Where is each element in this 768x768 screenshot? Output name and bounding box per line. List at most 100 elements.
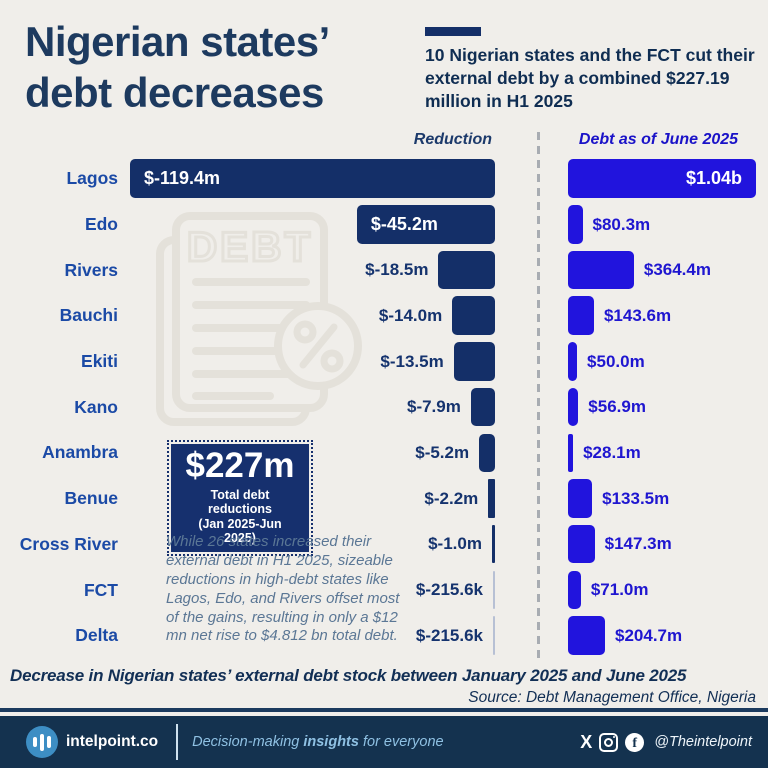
- reduction-plot: $-215.6k: [118, 567, 495, 613]
- logo-bar-2: [39, 733, 45, 751]
- chart-row: Kano $-7.9m $56.9m: [0, 384, 768, 430]
- debt-value: $147.3m: [604, 534, 672, 554]
- debt-value: $56.9m: [588, 397, 646, 417]
- chart-row: Edo $-45.2m $80.3m: [0, 202, 768, 248]
- state-label: Delta: [75, 625, 118, 646]
- debt-plot: $80.3m: [568, 202, 758, 248]
- total-reduction-callout: $227m Total debt reductions (Jan 2025-Ju…: [167, 440, 313, 557]
- reduction-value: $-1.0m: [428, 534, 482, 554]
- state-label: FCT: [83, 579, 118, 600]
- chart-row: Anambra $-5.2m $28.1m: [0, 430, 768, 476]
- debt-document-watermark-icon: DEBT: [156, 212, 362, 426]
- debt-plot: $133.5m: [568, 476, 758, 522]
- reduction-plot: $-7.9m: [118, 384, 495, 430]
- debt-column-header: Debt as of June 2025: [578, 131, 739, 148]
- debt-value: $204.7m: [615, 625, 683, 645]
- state-label: Anambra: [42, 442, 118, 463]
- reduction-plot: $-5.2m: [118, 430, 495, 476]
- source-credit: Source: Debt Management Office, Nigeria: [468, 689, 756, 706]
- reduction-bar: [493, 616, 495, 655]
- debt-bar: [568, 159, 756, 198]
- state-label: Bauchi: [59, 305, 118, 326]
- chart-row: Rivers $-18.5m $364.4m: [0, 247, 768, 293]
- chart-row: Lagos $-119.4m $1.04b: [0, 156, 768, 202]
- callout-line2: (Jan 2025-Jun 2025): [198, 516, 282, 545]
- reduction-plot: $-2.2m: [118, 476, 495, 522]
- reduction-value: $-18.5m: [365, 260, 429, 280]
- reduction-bar: [356, 205, 495, 244]
- reduction-plot: $-18.5m: [118, 247, 495, 293]
- reduction-value: $-14.0m: [378, 305, 443, 325]
- page-title: Nigerian states’ debt decreases: [25, 16, 330, 118]
- intelpoint-logo-icon: [26, 726, 58, 758]
- chart-row: FCT $-215.6k $71.0m: [0, 567, 768, 613]
- reduction-plot: $-13.5m: [118, 339, 495, 385]
- chart-row: Delta $-215.6k $204.7m: [0, 613, 768, 659]
- chart-rows: Lagos $-119.4m $1.04b Edo $-45.2m $80.3m River…: [0, 156, 768, 659]
- debt-plot: $56.9m: [568, 384, 758, 430]
- instagram-icon[interactable]: [599, 732, 619, 752]
- chart-row: Benue $-2.2m $133.5m: [0, 476, 768, 522]
- state-label: Ekiti: [81, 351, 118, 372]
- reduction-plot: $-45.2m: [118, 202, 495, 248]
- title-line-2: debt decreases: [25, 69, 324, 117]
- debt-plot: $1.04b: [568, 156, 758, 202]
- debt-bar: [568, 524, 595, 564]
- tagline-pre: Decision-making: [192, 734, 304, 750]
- debt-plot: $28.1m: [568, 430, 758, 476]
- logo-bar-1: [32, 737, 38, 747]
- reduction-bar: [479, 433, 495, 473]
- social-links: X f @Theintelpoint: [580, 732, 752, 752]
- debt-bar: [568, 433, 574, 473]
- state-label: Edo: [84, 214, 118, 235]
- reduction-bar: [130, 159, 495, 198]
- debt-plot: $143.6m: [568, 293, 758, 339]
- state-label: Kano: [74, 396, 118, 417]
- facebook-icon[interactable]: f: [625, 732, 645, 752]
- debt-bar: [568, 250, 634, 290]
- footer-bar: intelpoint.co Decision-making insights f…: [0, 716, 768, 768]
- reduction-value: $-13.5m: [380, 351, 444, 371]
- state-label: Rivers: [64, 259, 118, 280]
- debt-value: $143.6m: [603, 305, 672, 325]
- debt-value: $364.4m: [643, 260, 711, 280]
- chart-row: Bauchi $-14.0m $143.6m: [0, 293, 768, 339]
- chart-caption: Decrease in Nigerian states’ external de…: [10, 666, 687, 685]
- reduction-plot: $-14.0m: [118, 293, 495, 339]
- debt-plot: $204.7m: [568, 613, 758, 659]
- debt-plot: $50.0m: [568, 339, 758, 385]
- tagline-post: for everyone: [358, 734, 444, 750]
- debt-plot: $364.4m: [568, 247, 758, 293]
- chart-row: Cross River $-1.0m $147.3m: [0, 522, 768, 568]
- debt-value: $80.3m: [592, 214, 651, 234]
- logo-bar-3: [46, 736, 52, 748]
- debt-value: $28.1m: [583, 442, 641, 462]
- reduction-value: $-45.2m: [370, 214, 438, 235]
- reduction-bar: [453, 342, 495, 381]
- debt-value: $133.5m: [602, 488, 670, 508]
- reduction-column-header: Reduction: [413, 131, 492, 148]
- callout-value: $227m: [185, 446, 295, 485]
- reduction-bar: [452, 296, 495, 335]
- watermark-debt-text: DEBT: [187, 223, 313, 270]
- debt-plot: $71.0m: [568, 567, 758, 613]
- reduction-value: $-215.6k: [415, 625, 483, 645]
- x-twitter-icon[interactable]: X: [580, 732, 593, 752]
- social-handle[interactable]: @Theintelpoint: [654, 734, 752, 750]
- callout-line1: Total debt reductions: [208, 487, 272, 517]
- debt-bar: [568, 387, 579, 427]
- reduction-value: $-2.2m: [424, 488, 479, 508]
- brand-name[interactable]: intelpoint.co: [66, 733, 159, 750]
- reduction-value: $-215.6k: [415, 580, 483, 600]
- debt-bar: [568, 296, 594, 335]
- footer-rule: [0, 708, 768, 712]
- chart-row: Ekiti $-13.5m $50.0m: [0, 339, 768, 385]
- footer-tagline: Decision-making insights for everyone: [192, 734, 443, 750]
- reduction-value: $-7.9m: [406, 397, 461, 417]
- state-label: Benue: [64, 488, 118, 509]
- footer-divider: [176, 724, 179, 760]
- debt-value: $71.0m: [590, 580, 649, 600]
- reduction-value: $-119.4m: [144, 168, 221, 189]
- tagline-bold: insights: [303, 734, 359, 750]
